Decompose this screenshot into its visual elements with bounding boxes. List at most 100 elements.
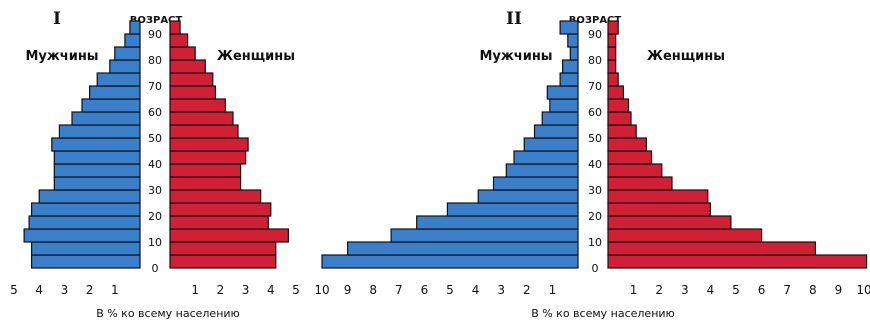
age-tick-label: 70	[148, 80, 162, 93]
x-tick-label-right: 2	[655, 283, 663, 297]
male-bar-15-19	[416, 215, 579, 230]
female-bar-85-89	[607, 33, 617, 48]
female-bar-15-19	[607, 215, 732, 230]
x-axis-title-2: В % ко всему населению	[531, 307, 675, 320]
female-bar-0-4	[169, 254, 277, 269]
x-tick-label-right: 4	[267, 283, 275, 297]
age-tick-label: 40	[148, 158, 162, 171]
age-ticks-1: 0 10 20 30 40 50 60 70 80 90	[148, 28, 162, 275]
male-bar-90+	[559, 20, 579, 35]
x-tick-label-left: 5	[10, 283, 18, 297]
x-tick-label-left: 1	[111, 283, 119, 297]
female-bar-40-44	[607, 150, 653, 165]
male-bar-40-44	[513, 150, 579, 165]
age-tick-label: 10	[588, 236, 602, 249]
pyramid-panel-1: I ВОЗРАСТ Мужчины Женщины 0 10 20 30 40 50 60 7…	[10, 9, 300, 320]
age-tick-label: 40	[588, 158, 602, 171]
female-bar-25-29	[607, 189, 709, 204]
female-bar-90+	[607, 20, 619, 35]
male-bar-35-39	[505, 163, 579, 178]
x-tick-label-right: 3	[242, 283, 250, 297]
male-bar-45-49	[51, 137, 141, 152]
female-bar-50-54	[169, 124, 239, 139]
male-bar-70-74	[96, 72, 141, 87]
male-series-label-2: Мужчины	[479, 49, 552, 64]
male-bar-15-19	[28, 215, 141, 230]
x-tick-label-left: 9	[344, 283, 352, 297]
x-axis-title-1: В % ко всему населению	[96, 307, 240, 320]
female-bar-5-9	[169, 241, 277, 256]
age-axis-title-2: ВОЗРАСТ	[569, 15, 622, 26]
male-bar-30-34	[53, 176, 141, 191]
male-bar-90+	[129, 20, 141, 35]
x-tick-label-left: 3	[497, 283, 505, 297]
age-tick-label: 60	[588, 106, 602, 119]
male-bar-25-29	[477, 189, 579, 204]
x-tick-label-left: 8	[369, 283, 377, 297]
male-bar-85-89	[567, 33, 579, 48]
male-bar-30-34	[492, 176, 579, 191]
x-tick-label-right: 1	[191, 283, 199, 297]
female-bar-80-84	[169, 46, 196, 61]
female-bar-30-34	[607, 176, 673, 191]
age-tick-label: 20	[148, 210, 162, 223]
x-tick-label-left: 1	[549, 283, 557, 297]
age-tick-label: 90	[588, 28, 602, 41]
male-bar-60-64	[549, 98, 579, 113]
age-tick-label: 50	[148, 132, 162, 145]
age-tick-label: 90	[148, 28, 162, 41]
male-bar-35-39	[53, 163, 141, 178]
female-bar-50-54	[607, 124, 637, 139]
female-bar-10-14	[607, 228, 763, 243]
x-tick-label-right: 10	[856, 283, 870, 297]
female-bar-55-59	[607, 111, 632, 126]
male-bar-45-49	[523, 137, 579, 152]
x-tick-label-left: 3	[61, 283, 69, 297]
female-bar-0-4	[607, 254, 868, 269]
x-tick-label-left: 4	[472, 283, 480, 297]
male-bar-70-74	[559, 72, 579, 87]
female-bar-70-74	[169, 72, 214, 87]
female-bar-10-14	[169, 228, 290, 243]
x-tick-label-right: 1	[630, 283, 638, 297]
male-bar-20-24	[446, 202, 579, 217]
x-tick-label-right: 5	[292, 283, 300, 297]
x-tick-label-left: 10	[314, 283, 329, 297]
x-tick-label-right: 5	[732, 283, 740, 297]
female-bar-90+	[169, 20, 181, 35]
age-tick-label: 0	[152, 262, 159, 275]
male-bar-50-54	[533, 124, 579, 139]
x-ticks-1: 5 4 3 2 1 1 2 3 4 5	[10, 283, 300, 297]
male-bar-80-84	[114, 46, 141, 61]
x-tick-label-left: 2	[86, 283, 94, 297]
x-ticks-2: 10 9 8 7 6 5 4 3 2 1 1 2 3 4 5 6 7 8 9 10	[314, 283, 870, 297]
female-bar-45-49	[607, 137, 648, 152]
female-bar-75-79	[607, 59, 617, 74]
male-bar-5-9	[347, 241, 579, 256]
female-bar-85-89	[169, 33, 189, 48]
age-tick-label: 80	[148, 54, 162, 67]
female-series-label-2: Женщины	[647, 49, 725, 64]
female-bar-60-64	[169, 98, 227, 113]
female-bar-5-9	[607, 241, 816, 256]
male-bar-60-64	[81, 98, 141, 113]
age-tick-label: 30	[148, 184, 162, 197]
male-bar-65-69	[88, 85, 141, 100]
age-tick-label: 20	[588, 210, 602, 223]
male-bar-80-84	[569, 46, 579, 61]
male-bar-10-14	[390, 228, 579, 243]
pyramid-panel-2: II ВОЗРАСТ Мужчины Женщины 0102030405060…	[314, 9, 870, 320]
male-bar-0-4	[31, 254, 141, 269]
female-bar-65-69	[607, 85, 624, 100]
x-tick-label-right: 7	[783, 283, 791, 297]
bars-1	[23, 20, 290, 269]
male-bar-55-59	[71, 111, 141, 126]
male-series-label-1: Мужчины	[25, 49, 98, 64]
x-tick-label-left: 5	[446, 283, 454, 297]
x-tick-label-left: 2	[523, 283, 531, 297]
male-bar-20-24	[31, 202, 141, 217]
age-tick-label: 10	[148, 236, 162, 249]
female-bar-20-24	[169, 202, 272, 217]
female-bar-75-79	[169, 59, 206, 74]
